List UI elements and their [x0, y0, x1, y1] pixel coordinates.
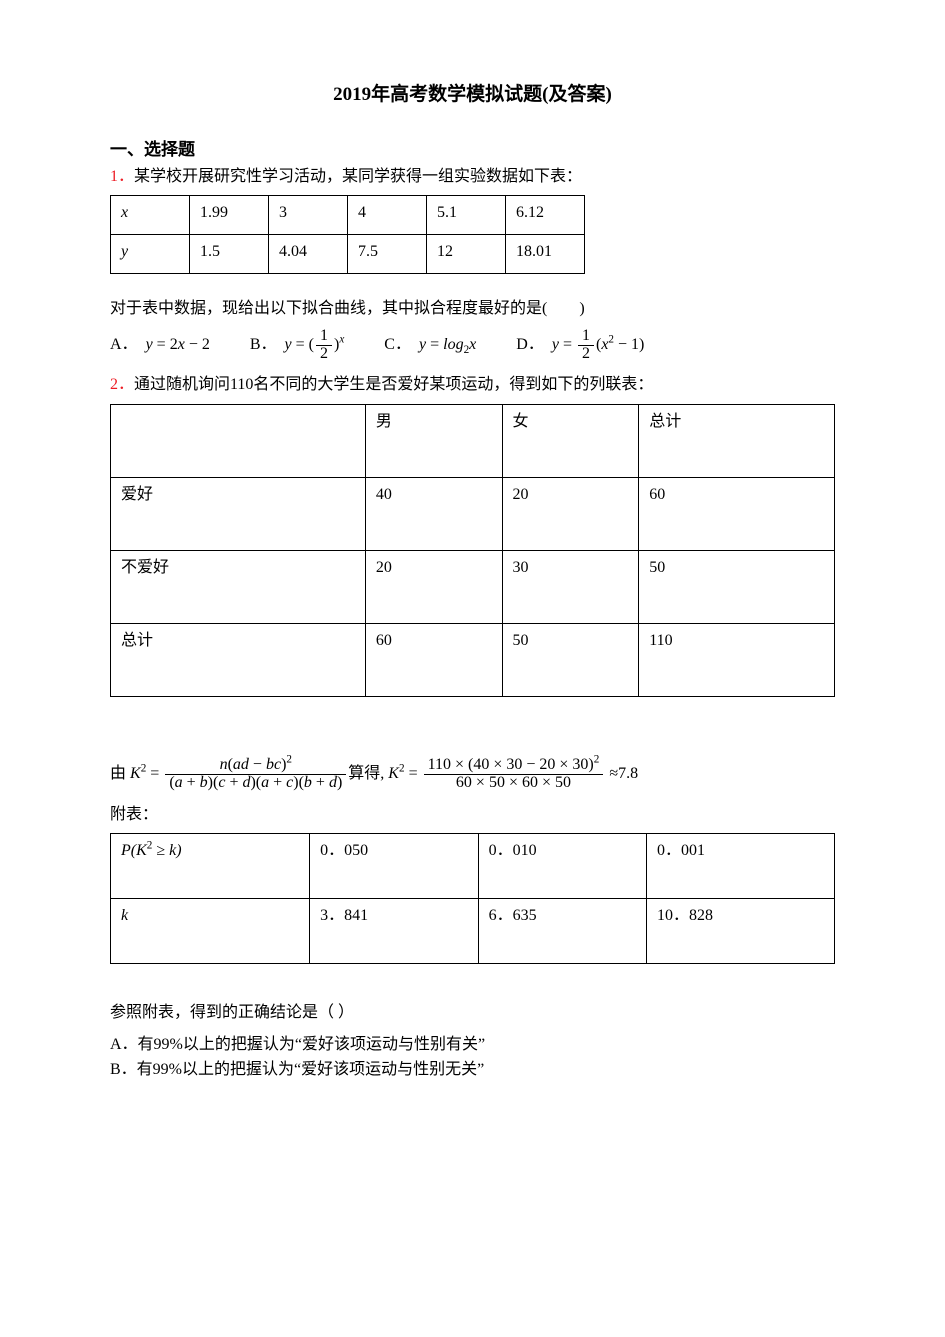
cell-x-label: x	[111, 196, 190, 235]
cell: 50	[639, 550, 835, 623]
cell: 7.5	[348, 235, 427, 274]
cell: k	[111, 899, 310, 964]
q1-option-c: C． y = log2x	[384, 332, 476, 358]
q1-prompt: 对于表中数据，现给出以下拟合曲线，其中拟合程度最好的是( )	[110, 296, 835, 322]
q1-option-b: B． y = (12)x	[250, 328, 344, 363]
cell: 0．050	[310, 834, 478, 899]
question-2: 2．通过随机询问110名不同的大学生是否爱好某项运动，得到如下的列联表： 男 女…	[110, 372, 835, 1083]
question-1: 1．某学校开展研究性学习活动，某同学获得一组实验数据如下表： x 1.99 3 …	[110, 164, 835, 363]
cell: 4	[348, 196, 427, 235]
cell: 爱好	[111, 477, 366, 550]
cell-y-label: y	[111, 235, 190, 274]
table-row: 总计 60 50 110	[111, 623, 835, 696]
cell: P(K2 ≥ k)	[111, 834, 310, 899]
q2-conclusion-prompt: 参照附表，得到的正确结论是（ ）	[110, 1000, 835, 1026]
q1-option-a: A． y = 2x − 2	[110, 332, 210, 358]
cell: 18.01	[506, 235, 585, 274]
page-title: 2019年高考数学模拟试题(及答案)	[110, 80, 835, 110]
q1-text: 某学校开展研究性学习活动，某同学获得一组实验数据如下表：	[134, 168, 582, 185]
q2-attach-table: P(K2 ≥ k) 0．050 0．010 0．001 k 3．841 6．63…	[110, 833, 835, 964]
cell: 4.04	[269, 235, 348, 274]
cell: 6.12	[506, 196, 585, 235]
cell: 总计	[639, 404, 835, 477]
cell: 女	[502, 404, 639, 477]
q1-options: A． y = 2x − 2 B． y = (12)x C． y = log2x …	[110, 328, 835, 363]
q2-option-a: A．有99%以上的把握认为“爱好该项运动与性别有关”	[110, 1032, 835, 1058]
attach-label: 附表：	[110, 802, 835, 828]
cell: 20	[365, 550, 502, 623]
cell: 6．635	[478, 899, 646, 964]
table-row: k 3．841 6．635 10．828	[111, 899, 835, 964]
cell: 3	[269, 196, 348, 235]
q2-number: 2．	[110, 376, 134, 393]
table-row: x 1.99 3 4 5.1 6.12	[111, 196, 585, 235]
table-row: y 1.5 4.04 7.5 12 18.01	[111, 235, 585, 274]
q1-number: 1．	[110, 168, 134, 185]
cell: 60	[639, 477, 835, 550]
cell: 40	[365, 477, 502, 550]
cell: 0．010	[478, 834, 646, 899]
cell: 50	[502, 623, 639, 696]
k-squared-formula: 由 K2 = n(ad − bc)2 (a + b)(c + d)(a + c)…	[110, 757, 835, 792]
cell: 不爱好	[111, 550, 366, 623]
exam-page: 2019年高考数学模拟试题(及答案) 一、选择题 1．某学校开展研究性学习活动，…	[0, 0, 945, 1337]
cell: 10．828	[647, 899, 835, 964]
q2-text: 通过随机询问110名不同的大学生是否爱好某项运动，得到如下的列联表：	[134, 376, 653, 393]
table-row: P(K2 ≥ k) 0．050 0．010 0．001	[111, 834, 835, 899]
cell	[111, 404, 366, 477]
cell: 5.1	[427, 196, 506, 235]
cell: 1.5	[190, 235, 269, 274]
q1-data-table: x 1.99 3 4 5.1 6.12 y 1.5 4.04 7.5 12 18…	[110, 195, 585, 274]
cell: 3．841	[310, 899, 478, 964]
table-row: 爱好 40 20 60	[111, 477, 835, 550]
cell: 30	[502, 550, 639, 623]
cell: 12	[427, 235, 506, 274]
cell: 1.99	[190, 196, 269, 235]
cell: 110	[639, 623, 835, 696]
cell: 总计	[111, 623, 366, 696]
cell: 男	[365, 404, 502, 477]
cell: 60	[365, 623, 502, 696]
table-row: 男 女 总计	[111, 404, 835, 477]
cell: 20	[502, 477, 639, 550]
section-heading-1: 一、选择题	[110, 136, 835, 163]
q2-contingency-table: 男 女 总计 爱好 40 20 60 不爱好 20 30 50 总计 60 50…	[110, 404, 835, 697]
q1-option-d: D． y = 12(x2 − 1)	[516, 328, 644, 363]
q2-option-b: B．有99%以上的把握认为“爱好该项运动与性别无关”	[110, 1057, 835, 1083]
cell: 0．001	[647, 834, 835, 899]
table-row: 不爱好 20 30 50	[111, 550, 835, 623]
